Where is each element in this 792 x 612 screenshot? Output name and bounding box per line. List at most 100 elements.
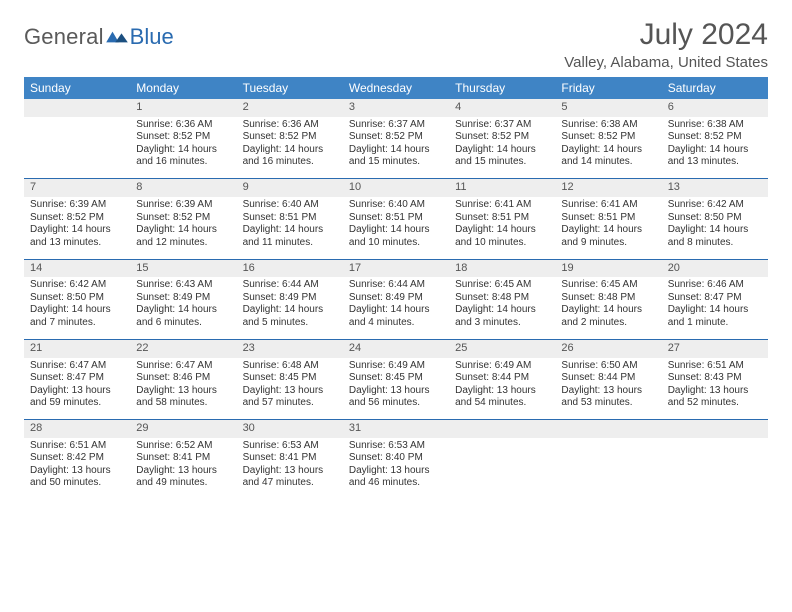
day-number: 31 [343, 420, 449, 438]
daylight-text: Daylight: 14 hours and 5 minutes. [243, 304, 337, 329]
daylight-text: Daylight: 14 hours and 6 minutes. [136, 304, 230, 329]
day-cell: Sunrise: 6:40 AMSunset: 8:51 PMDaylight:… [343, 197, 449, 259]
day-number-row: 78910111213 [24, 179, 768, 197]
day-number: 30 [237, 420, 343, 438]
day-number: 29 [130, 420, 236, 438]
day-number: 18 [449, 259, 555, 277]
day-cell: Sunrise: 6:41 AMSunset: 8:51 PMDaylight:… [555, 197, 661, 259]
day-number: 24 [343, 339, 449, 357]
day-cell: Sunrise: 6:37 AMSunset: 8:52 PMDaylight:… [343, 117, 449, 179]
daylight-text: Daylight: 13 hours and 52 minutes. [668, 385, 762, 410]
daylight-text: Daylight: 13 hours and 49 minutes. [136, 465, 230, 490]
day-number: 9 [237, 179, 343, 197]
page-header: General Blue July 2024 Valley, Alabama, … [24, 18, 768, 71]
day-cell: Sunrise: 6:44 AMSunset: 8:49 PMDaylight:… [343, 277, 449, 339]
day-cell: Sunrise: 6:46 AMSunset: 8:47 PMDaylight:… [662, 277, 768, 339]
day-cell: Sunrise: 6:47 AMSunset: 8:47 PMDaylight:… [24, 358, 130, 420]
daylight-text: Daylight: 14 hours and 11 minutes. [243, 224, 337, 249]
month-title: July 2024 [564, 18, 768, 52]
daylight-text: Daylight: 14 hours and 7 minutes. [30, 304, 124, 329]
sunset-text: Sunset: 8:40 PM [349, 452, 443, 465]
sunset-text: Sunset: 8:47 PM [668, 292, 762, 305]
sunset-text: Sunset: 8:50 PM [30, 292, 124, 305]
sunset-text: Sunset: 8:51 PM [349, 212, 443, 225]
day-number [24, 99, 130, 117]
day-cell: Sunrise: 6:53 AMSunset: 8:41 PMDaylight:… [237, 438, 343, 500]
daylight-text: Daylight: 14 hours and 12 minutes. [136, 224, 230, 249]
sunrise-text: Sunrise: 6:44 AM [349, 279, 443, 292]
day-cell: Sunrise: 6:36 AMSunset: 8:52 PMDaylight:… [237, 117, 343, 179]
daylight-text: Daylight: 14 hours and 15 minutes. [455, 144, 549, 169]
sunrise-text: Sunrise: 6:37 AM [455, 119, 549, 132]
sunset-text: Sunset: 8:52 PM [30, 212, 124, 225]
day-cell: Sunrise: 6:36 AMSunset: 8:52 PMDaylight:… [130, 117, 236, 179]
sunset-text: Sunset: 8:48 PM [561, 292, 655, 305]
day-cell: Sunrise: 6:39 AMSunset: 8:52 PMDaylight:… [130, 197, 236, 259]
day-cell: Sunrise: 6:40 AMSunset: 8:51 PMDaylight:… [237, 197, 343, 259]
daylight-text: Daylight: 13 hours and 57 minutes. [243, 385, 337, 410]
sunset-text: Sunset: 8:49 PM [243, 292, 337, 305]
day-cell: Sunrise: 6:48 AMSunset: 8:45 PMDaylight:… [237, 358, 343, 420]
logo-mark-icon [106, 28, 128, 46]
day-number-row: 21222324252627 [24, 339, 768, 357]
sunset-text: Sunset: 8:41 PM [136, 452, 230, 465]
sunrise-text: Sunrise: 6:53 AM [243, 440, 337, 453]
sunset-text: Sunset: 8:51 PM [561, 212, 655, 225]
sunrise-text: Sunrise: 6:48 AM [243, 360, 337, 373]
sunrise-text: Sunrise: 6:38 AM [668, 119, 762, 132]
sunset-text: Sunset: 8:43 PM [668, 372, 762, 385]
sunrise-text: Sunrise: 6:37 AM [349, 119, 443, 132]
sunrise-text: Sunrise: 6:52 AM [136, 440, 230, 453]
sunrise-text: Sunrise: 6:41 AM [561, 199, 655, 212]
sunrise-text: Sunrise: 6:36 AM [243, 119, 337, 132]
day-cell: Sunrise: 6:39 AMSunset: 8:52 PMDaylight:… [24, 197, 130, 259]
daylight-text: Daylight: 14 hours and 8 minutes. [668, 224, 762, 249]
day-number: 20 [662, 259, 768, 277]
logo: General Blue [24, 18, 174, 50]
sunrise-text: Sunrise: 6:49 AM [455, 360, 549, 373]
sunset-text: Sunset: 8:45 PM [243, 372, 337, 385]
day-number-row: 28293031 [24, 420, 768, 438]
daylight-text: Daylight: 14 hours and 13 minutes. [668, 144, 762, 169]
daylight-text: Daylight: 14 hours and 1 minute. [668, 304, 762, 329]
day-cell [24, 117, 130, 179]
daylight-text: Daylight: 13 hours and 46 minutes. [349, 465, 443, 490]
day-number: 12 [555, 179, 661, 197]
day-content-row: Sunrise: 6:51 AMSunset: 8:42 PMDaylight:… [24, 438, 768, 500]
logo-text-general: General [24, 24, 104, 50]
sunrise-text: Sunrise: 6:42 AM [668, 199, 762, 212]
weekday-header: Saturday [662, 77, 768, 99]
weekday-header: Sunday [24, 77, 130, 99]
daylight-text: Daylight: 13 hours and 50 minutes. [30, 465, 124, 490]
daylight-text: Daylight: 14 hours and 10 minutes. [349, 224, 443, 249]
sunrise-text: Sunrise: 6:44 AM [243, 279, 337, 292]
sunset-text: Sunset: 8:52 PM [561, 131, 655, 144]
daylight-text: Daylight: 13 hours and 59 minutes. [30, 385, 124, 410]
sunset-text: Sunset: 8:47 PM [30, 372, 124, 385]
sunrise-text: Sunrise: 6:42 AM [30, 279, 124, 292]
sunrise-text: Sunrise: 6:39 AM [30, 199, 124, 212]
day-cell: Sunrise: 6:53 AMSunset: 8:40 PMDaylight:… [343, 438, 449, 500]
daylight-text: Daylight: 14 hours and 16 minutes. [243, 144, 337, 169]
sunrise-text: Sunrise: 6:53 AM [349, 440, 443, 453]
day-number [449, 420, 555, 438]
day-cell: Sunrise: 6:42 AMSunset: 8:50 PMDaylight:… [662, 197, 768, 259]
sunrise-text: Sunrise: 6:49 AM [349, 360, 443, 373]
sunset-text: Sunset: 8:52 PM [349, 131, 443, 144]
daylight-text: Daylight: 14 hours and 14 minutes. [561, 144, 655, 169]
daylight-text: Daylight: 14 hours and 15 minutes. [349, 144, 443, 169]
sunrise-text: Sunrise: 6:46 AM [668, 279, 762, 292]
sunset-text: Sunset: 8:52 PM [243, 131, 337, 144]
sunset-text: Sunset: 8:49 PM [136, 292, 230, 305]
day-cell: Sunrise: 6:41 AMSunset: 8:51 PMDaylight:… [449, 197, 555, 259]
day-cell: Sunrise: 6:37 AMSunset: 8:52 PMDaylight:… [449, 117, 555, 179]
day-number: 17 [343, 259, 449, 277]
sunset-text: Sunset: 8:50 PM [668, 212, 762, 225]
daylight-text: Daylight: 14 hours and 16 minutes. [136, 144, 230, 169]
day-number-row: 123456 [24, 99, 768, 117]
day-number [662, 420, 768, 438]
sunrise-text: Sunrise: 6:50 AM [561, 360, 655, 373]
sunset-text: Sunset: 8:51 PM [243, 212, 337, 225]
day-content-row: Sunrise: 6:42 AMSunset: 8:50 PMDaylight:… [24, 277, 768, 339]
daylight-text: Daylight: 14 hours and 10 minutes. [455, 224, 549, 249]
